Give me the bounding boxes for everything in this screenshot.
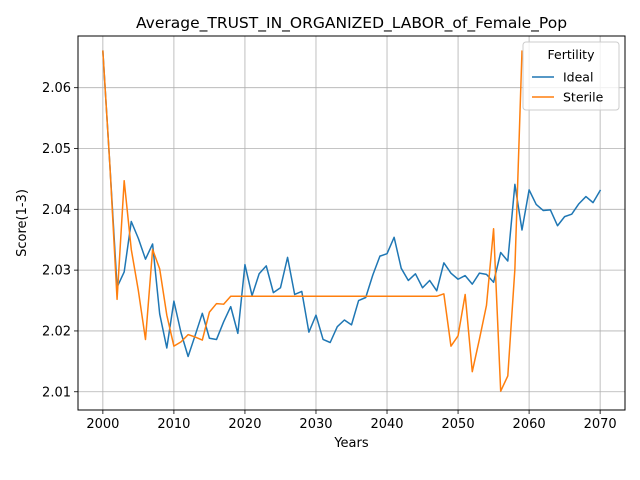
legend-title: Fertility: [548, 47, 596, 62]
y-tick-label: 2.06: [42, 81, 71, 96]
x-tick-label: 2000: [86, 417, 119, 432]
x-tick-label: 2010: [157, 417, 190, 432]
y-tick-label: 2.04: [42, 203, 71, 218]
legend: Fertility Ideal Sterile: [522, 41, 620, 111]
chart-title: Average_TRUST_IN_ORGANIZED_LABOR_of_Fema…: [136, 14, 567, 33]
x-tick-label: 2050: [442, 417, 475, 432]
x-tick-label: 2060: [513, 417, 546, 432]
y-tick-label: 2.03: [42, 264, 71, 279]
x-tick-label: 2030: [299, 417, 332, 432]
x-tick-label: 2040: [370, 417, 403, 432]
y-tick-label: 2.02: [42, 324, 71, 339]
y-tick-label: 2.01: [42, 385, 71, 400]
x-tick-label: 2020: [228, 417, 261, 432]
plot-area-frame: [77, 35, 626, 411]
legend-label-sterile: Sterile: [563, 90, 604, 105]
axis-ticks: 2000 2010 2020 2030 2040 2050 2060 2070 2.01 2.02…: [42, 81, 617, 432]
legend-box: [522, 41, 620, 111]
series-lines: [102, 50, 602, 392]
y-tick-label: 2.05: [42, 142, 71, 157]
series-line-sterile: [102, 50, 523, 392]
x-tick-label: 2070: [584, 417, 617, 432]
x-axis-label: Years: [333, 436, 369, 451]
legend-label-ideal: Ideal: [563, 70, 593, 85]
legend-items: Ideal Sterile: [532, 70, 604, 105]
y-axis-label: Score(1-3): [15, 189, 30, 257]
